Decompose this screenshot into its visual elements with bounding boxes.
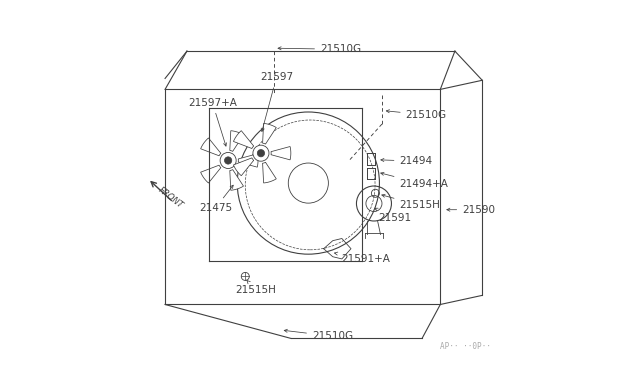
Polygon shape [262, 124, 276, 144]
Text: 21494+A: 21494+A [381, 172, 449, 189]
Circle shape [253, 145, 269, 161]
Polygon shape [230, 131, 243, 151]
Text: 21510G: 21510G [278, 44, 361, 54]
Text: 21597+A: 21597+A [188, 98, 237, 146]
Text: 21494: 21494 [381, 156, 433, 166]
Text: AP·· ··0P··: AP·· ··0P·· [440, 342, 492, 351]
Polygon shape [271, 147, 291, 160]
Text: 21591+A: 21591+A [335, 252, 390, 264]
Text: 21597: 21597 [260, 73, 293, 131]
Polygon shape [262, 162, 276, 183]
Circle shape [220, 153, 236, 169]
Text: 21510G: 21510G [387, 110, 447, 120]
Text: 21591: 21591 [375, 208, 412, 223]
Polygon shape [234, 158, 253, 176]
Polygon shape [238, 154, 258, 167]
Text: 21475: 21475 [199, 185, 233, 213]
Text: 21510G: 21510G [284, 329, 353, 341]
Polygon shape [234, 131, 253, 148]
Polygon shape [200, 165, 221, 183]
Polygon shape [230, 170, 243, 190]
Circle shape [225, 157, 232, 164]
Text: 21515H: 21515H [236, 280, 276, 295]
Text: 21590: 21590 [447, 205, 495, 215]
Text: FRONT: FRONT [156, 185, 184, 210]
Polygon shape [200, 138, 221, 156]
Circle shape [257, 150, 264, 157]
Text: 21515H: 21515H [382, 194, 440, 210]
